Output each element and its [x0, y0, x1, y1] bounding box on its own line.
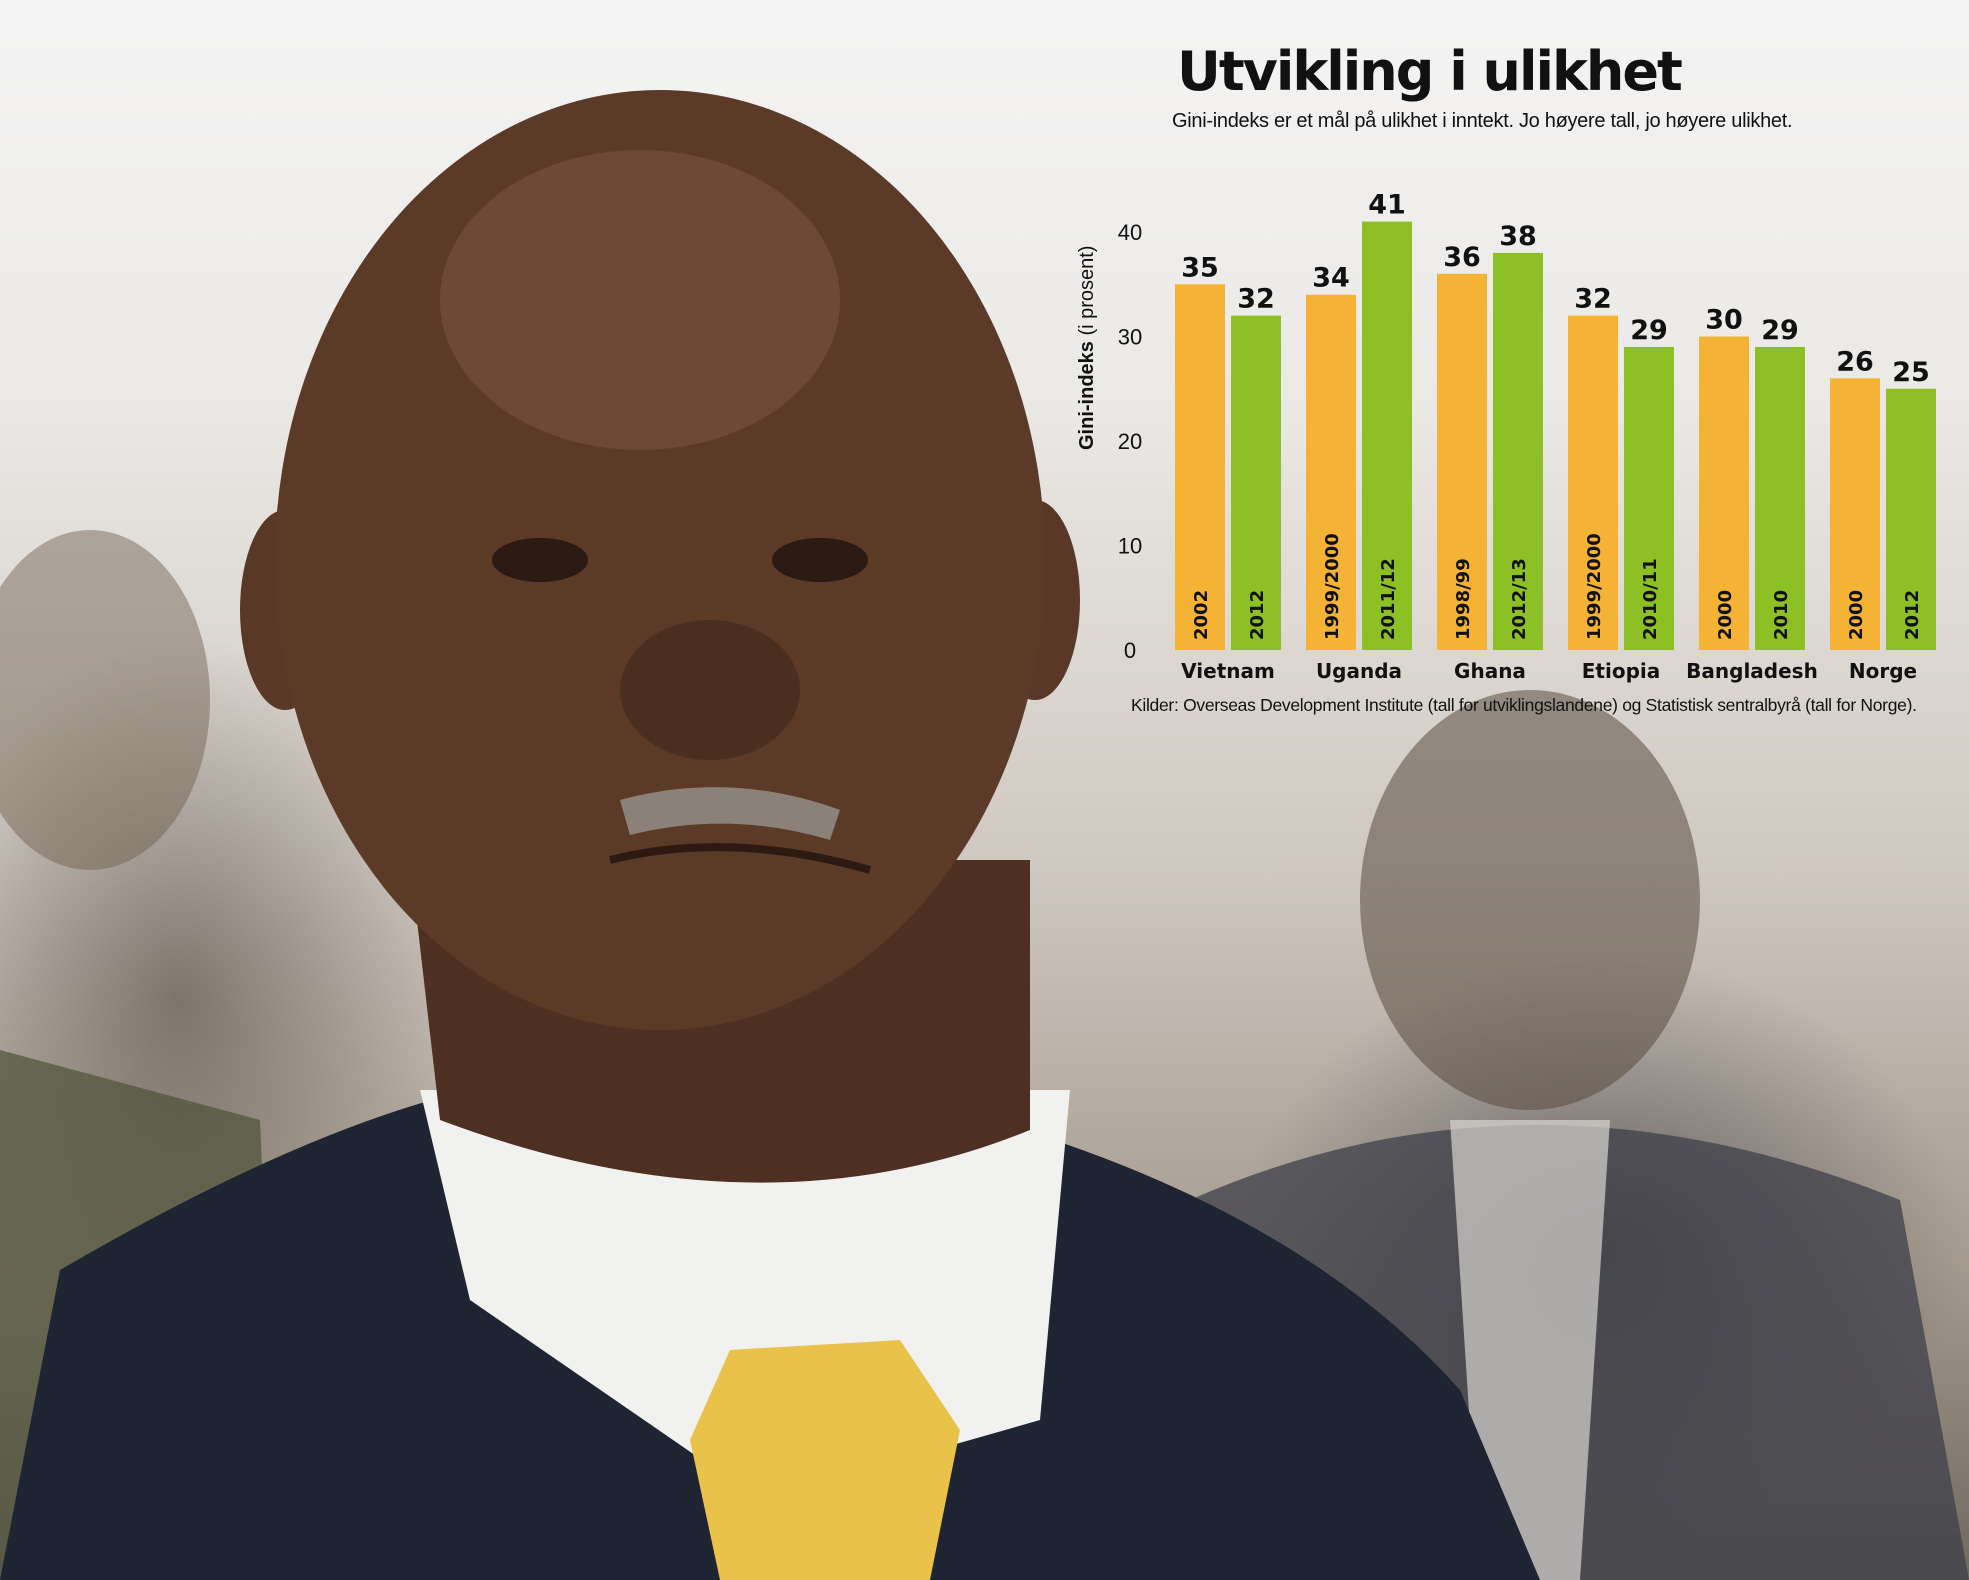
data-label: 25 — [1892, 357, 1930, 388]
bar-year-label: 1998/99 — [1453, 558, 1474, 640]
bar-chart: 0 10 20 30 40 35 2002 32 2012 Vietnam 34 1999/2000… — [1076, 190, 1936, 683]
bar-year-label: 1999/2000 — [1584, 533, 1605, 640]
category-label: Etiopia — [1582, 659, 1661, 683]
bar-group-etiopia: 32 1999/2000 29 2010/11 Etiopia — [1568, 284, 1674, 683]
data-label: 29 — [1630, 315, 1668, 346]
bar — [1231, 315, 1281, 650]
category-label: Norge — [1849, 659, 1917, 683]
bar-year-label: 2000 — [1846, 590, 1867, 640]
category-label: Vietnam — [1181, 659, 1275, 683]
y-tick-label: 40 — [1118, 220, 1142, 245]
data-label: 38 — [1499, 221, 1537, 252]
data-label: 35 — [1181, 252, 1219, 283]
bar — [1755, 346, 1805, 650]
bar — [1624, 346, 1674, 650]
y-tick-label: 20 — [1118, 429, 1142, 454]
y-tick-label: 30 — [1118, 325, 1142, 350]
data-label: 34 — [1312, 263, 1350, 294]
chart-source: Kilder: Overseas Development Institute (… — [1131, 695, 1917, 715]
bar-group-vietnam: 35 2002 32 2012 Vietnam — [1175, 252, 1281, 683]
y-axis-label-bold: Gini-indeks — [1076, 341, 1098, 450]
category-label: Ghana — [1454, 659, 1526, 683]
category-label: Bangladesh — [1686, 659, 1818, 683]
bar — [1886, 388, 1936, 650]
bar-groups: 35 2002 32 2012 Vietnam 34 1999/2000 41 2011/12 U… — [1175, 190, 1936, 683]
data-label: 32 — [1237, 284, 1275, 315]
bar-group-norge: 26 2000 25 2012 Norge — [1830, 346, 1936, 683]
bar-year-label: 2012/13 — [1509, 558, 1530, 640]
category-label: Uganda — [1316, 659, 1402, 683]
data-label: 32 — [1574, 284, 1612, 315]
bar — [1830, 378, 1880, 650]
data-label: 36 — [1443, 242, 1481, 273]
bar-group-uganda: 34 1999/2000 41 2011/12 Uganda — [1306, 190, 1412, 683]
data-label: 41 — [1368, 190, 1406, 221]
y-axis: 0 10 20 30 40 — [1118, 220, 1142, 663]
bar-year-label: 2012 — [1902, 590, 1923, 640]
bar-year-label: 2010 — [1771, 590, 1792, 640]
bar-year-label: 2012 — [1247, 590, 1268, 640]
data-label: 29 — [1761, 315, 1799, 346]
bar-year-label: 2011/12 — [1378, 558, 1399, 640]
bar-year-label: 2000 — [1715, 590, 1736, 640]
data-label: 30 — [1705, 305, 1743, 336]
bar-group-ghana: 36 1998/99 38 2012/13 Ghana — [1437, 221, 1543, 683]
bar — [1175, 284, 1225, 650]
bar-year-label: 2010/11 — [1640, 558, 1661, 640]
chart-subtitle: Gini-indeks er et mål på ulikhet i innte… — [1172, 110, 1793, 132]
y-tick-label: 10 — [1118, 534, 1142, 559]
bar-year-label: 2002 — [1191, 590, 1212, 640]
bar — [1493, 252, 1543, 650]
bar — [1699, 336, 1749, 650]
chart-title: Utvikling i ulikhet — [1177, 40, 1683, 103]
y-axis-label-rest: (i prosent) — [1076, 246, 1098, 342]
data-label: 26 — [1836, 346, 1874, 377]
bar — [1362, 221, 1412, 651]
bar — [1568, 315, 1618, 650]
bar — [1306, 294, 1356, 650]
y-axis-label: Gini-indeks (i prosent) — [1076, 246, 1098, 451]
y-tick-label: 0 — [1124, 638, 1136, 663]
bar-year-label: 1999/2000 — [1322, 533, 1343, 640]
bar — [1437, 273, 1487, 650]
bar-group-bangladesh: 30 2000 29 2010 Bangladesh — [1686, 305, 1818, 684]
